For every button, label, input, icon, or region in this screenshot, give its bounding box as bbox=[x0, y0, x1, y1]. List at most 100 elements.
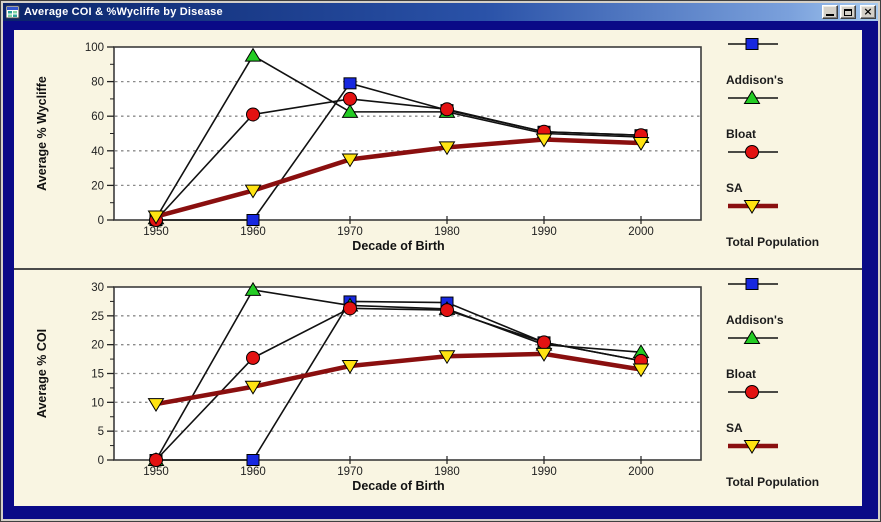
legend-item-total-population: Total Population bbox=[726, 198, 861, 252]
legend-label: Addison's bbox=[726, 73, 784, 87]
legend-item-addison-s: Addison's bbox=[726, 36, 861, 90]
data-point-marker bbox=[440, 303, 454, 318]
data-point-marker bbox=[244, 184, 262, 199]
x-tick-label: 1970 bbox=[337, 226, 363, 238]
legend-label: Addison's bbox=[726, 313, 784, 327]
legend-marker-icon bbox=[728, 38, 778, 50]
x-axis-title: Decade of Birth bbox=[352, 479, 444, 493]
legend-marker-icon bbox=[728, 90, 778, 104]
y-tick-label: 0 bbox=[98, 215, 104, 227]
close-button[interactable]: × bbox=[860, 5, 876, 19]
y-tick-label: 5 bbox=[98, 426, 104, 438]
legend-label: Bloat bbox=[726, 367, 756, 381]
maximize-button[interactable] bbox=[840, 5, 856, 19]
maximize-icon bbox=[844, 9, 852, 16]
data-point-marker bbox=[632, 137, 650, 151]
window-controls: × bbox=[822, 5, 876, 19]
series-sa bbox=[149, 301, 648, 467]
window-title: Average COI & %Wycliffe by Disease bbox=[24, 6, 223, 18]
coi-chart-panel: 0 5 10 15 20 25 30 1950 1960 1970 1980 1990 2000 Aver… bbox=[14, 270, 862, 509]
data-point-marker bbox=[244, 380, 262, 395]
chart-legend: Addison's Bloat SA Total Population bbox=[726, 36, 861, 252]
data-point-marker bbox=[343, 301, 357, 316]
chart-legend: Addison's Bloat SA Total Population bbox=[726, 276, 861, 492]
data-point-marker bbox=[341, 103, 359, 118]
legend-marker-glyph bbox=[745, 385, 759, 399]
legend-marker-icon bbox=[728, 145, 778, 159]
x-tick-label: 1970 bbox=[337, 466, 363, 478]
data-point-marker bbox=[341, 360, 359, 374]
gridlines bbox=[115, 315, 700, 432]
series-line bbox=[155, 137, 642, 219]
y-axis-title: Average % Wycliffe bbox=[35, 76, 49, 191]
x-axis-title: Decade of Birth bbox=[352, 239, 444, 253]
legend-marker-glyph bbox=[743, 440, 761, 454]
x-tick-label: 1950 bbox=[143, 466, 169, 478]
y-tick-label: 25 bbox=[91, 311, 104, 323]
data-point-marker bbox=[537, 335, 551, 350]
close-icon: × bbox=[863, 5, 873, 18]
data-point-marker bbox=[246, 214, 260, 226]
data-point-marker bbox=[438, 350, 456, 365]
legend-label: Bloat bbox=[726, 127, 756, 141]
data-point-marker bbox=[440, 102, 454, 117]
y-tick-label: 10 bbox=[91, 397, 104, 409]
data-point-marker bbox=[244, 281, 262, 296]
x-tick-label: 1950 bbox=[143, 226, 169, 238]
legend-item-total-population: Total Population bbox=[726, 438, 861, 492]
x-tick-label: 1990 bbox=[531, 466, 557, 478]
y-tick-labels: 0 5 10 15 20 25 30 bbox=[91, 282, 104, 467]
legend-marker-glyph bbox=[745, 145, 759, 159]
titlebar[interactable]: Average COI & %Wycliffe by Disease × bbox=[3, 3, 878, 21]
legend-item-sa: SA bbox=[726, 144, 861, 198]
data-point-marker bbox=[632, 363, 650, 378]
y-axis-title: Average % COI bbox=[35, 329, 49, 418]
legend-label: Total Population bbox=[726, 475, 820, 489]
data-point-marker bbox=[343, 77, 357, 90]
data-point-marker bbox=[149, 453, 163, 467]
y-tick-label: 30 bbox=[91, 282, 104, 294]
window-frame: 0 20 40 60 80 100 1950 1960 1970 1980 1990 2000 Aver… bbox=[3, 21, 878, 519]
data-point-marker bbox=[147, 398, 165, 413]
axis-ticks bbox=[107, 46, 114, 221]
x-tick-label: 1980 bbox=[434, 466, 460, 478]
y-tick-label: 60 bbox=[91, 111, 104, 123]
data-point-marker bbox=[535, 133, 553, 148]
legend-item-addison-s: Addison's bbox=[726, 276, 861, 330]
y-tick-label: 80 bbox=[91, 77, 104, 89]
plot-area bbox=[113, 286, 702, 461]
data-point-marker bbox=[246, 350, 260, 365]
y-tick-label: 40 bbox=[91, 146, 104, 158]
series-line bbox=[155, 351, 642, 407]
minimize-icon bbox=[826, 14, 834, 16]
data-point-marker bbox=[535, 347, 553, 362]
legend-item-sa: SA bbox=[726, 384, 861, 438]
chart-svg-0: 0 20 40 60 80 100 1950 1960 1970 1980 1990 2000 Aver… bbox=[35, 42, 702, 253]
y-tick-label: 100 bbox=[85, 42, 104, 54]
legend-item-bloat: Bloat bbox=[726, 90, 861, 144]
x-tick-label: 1960 bbox=[240, 226, 266, 238]
legend-marker-glyph bbox=[743, 90, 761, 104]
wycliffe-chart-panel: 0 20 40 60 80 100 1950 1960 1970 1980 1990 2000 Aver… bbox=[14, 30, 862, 268]
data-point-marker bbox=[246, 107, 260, 122]
data-point-marker bbox=[438, 141, 456, 156]
gridlines bbox=[115, 80, 700, 187]
y-tick-label: 0 bbox=[98, 455, 104, 467]
legend-marker-glyph bbox=[745, 278, 759, 290]
legend-marker-icon bbox=[728, 385, 778, 399]
series-line bbox=[155, 98, 642, 221]
legend-marker-icon bbox=[728, 200, 778, 214]
legend-marker-icon bbox=[728, 330, 778, 344]
series-total-population bbox=[147, 347, 650, 413]
x-tick-label: 1960 bbox=[240, 466, 266, 478]
series-line bbox=[155, 307, 642, 461]
data-point-marker bbox=[147, 210, 165, 225]
y-tick-label: 20 bbox=[91, 180, 104, 192]
legend-marker-glyph bbox=[745, 38, 759, 50]
x-tick-label: 2000 bbox=[628, 226, 654, 238]
minimize-button[interactable] bbox=[822, 5, 838, 19]
x-tick-label: 1990 bbox=[531, 226, 557, 238]
legend-marker-icon bbox=[728, 278, 778, 290]
y-tick-label: 20 bbox=[91, 340, 104, 352]
